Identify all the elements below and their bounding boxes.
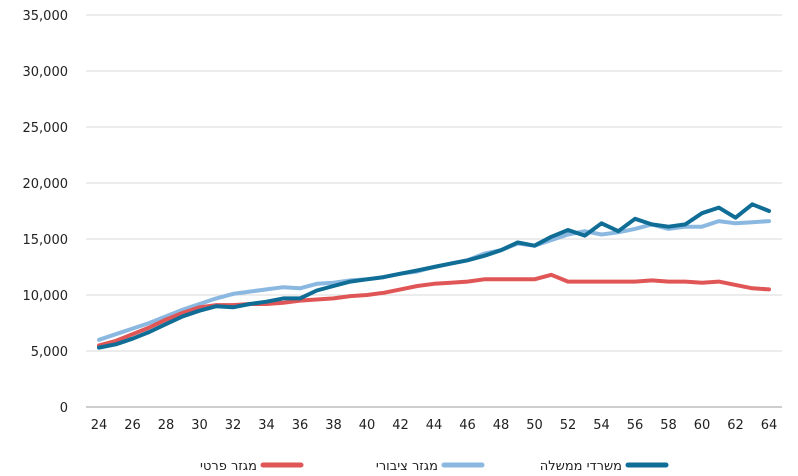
x-tick-label: 28 — [158, 418, 175, 433]
y-tick-label: 35,000 — [23, 9, 69, 24]
x-tick-label: 62 — [727, 418, 744, 433]
x-tick-label: 54 — [593, 418, 610, 433]
y-tick-label: 25,000 — [23, 121, 69, 136]
y-axis-labels: 0 5,000 10,000 15,000 20,000 25,000 30,000 35,0… — [23, 9, 69, 416]
legend-label-1: מגזר ציבורי — [376, 459, 438, 474]
x-tick-label: 38 — [325, 418, 342, 433]
x-tick-label: 64 — [761, 418, 778, 433]
x-tick-label: 32 — [225, 418, 242, 433]
x-tick-label: 58 — [660, 418, 677, 433]
x-tick-label: 50 — [526, 418, 543, 433]
y-tick-label: 30,000 — [23, 65, 69, 80]
legend-label-2: מגזר פרטי — [200, 459, 257, 474]
x-tick-label: 56 — [627, 418, 644, 433]
x-tick-label: 60 — [694, 418, 711, 433]
y-tick-label: 5,000 — [31, 345, 68, 360]
grid-layer — [86, 14, 782, 408]
x-tick-label: 26 — [124, 418, 141, 433]
x-tick-label: 24 — [91, 418, 108, 433]
x-tick-label: 52 — [560, 418, 577, 433]
y-tick-label: 15,000 — [23, 233, 69, 248]
x-tick-label: 48 — [493, 418, 510, 433]
y-tick-label: 20,000 — [23, 177, 69, 192]
legend-label-0: משרדי ממשלה — [540, 459, 622, 474]
series-layer — [97, 202, 771, 350]
x-tick-label: 40 — [359, 418, 376, 433]
legend: משרדי ממשלה מגזר ציבורי מגזר פרטי — [200, 459, 669, 474]
x-tick-label: 36 — [292, 418, 309, 433]
y-tick-label: 0 — [60, 401, 68, 416]
x-tick-label: 30 — [191, 418, 208, 433]
x-tick-label: 42 — [392, 418, 409, 433]
series-line-0 — [97, 202, 771, 350]
x-axis-labels: 24 26 28 30 32 34 36 38 40 42 44 46 48 50 52 54 56 58 60 62… — [91, 418, 778, 433]
x-tick-label: 34 — [258, 418, 275, 433]
y-tick-label: 10,000 — [23, 289, 69, 304]
x-tick-label: 46 — [459, 418, 476, 433]
x-tick-label: 44 — [426, 418, 443, 433]
